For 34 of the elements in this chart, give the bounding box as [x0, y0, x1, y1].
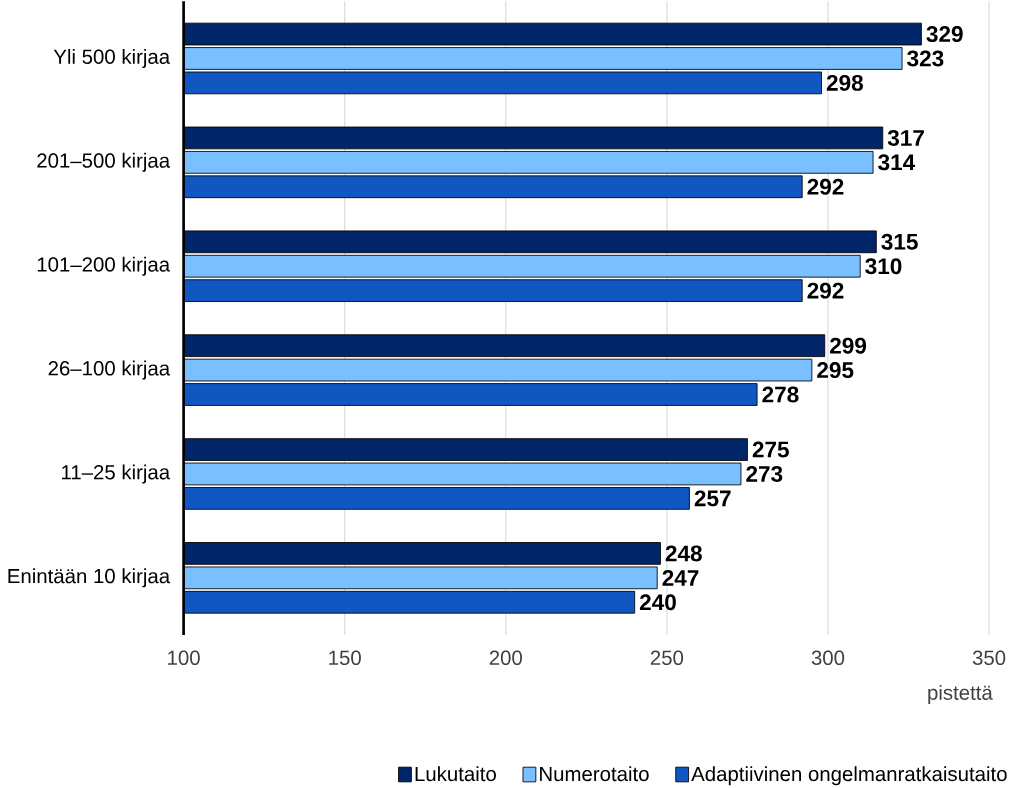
data-label: 314 [878, 154, 916, 171]
data-label: 292 [807, 282, 844, 299]
y-tick-label: 101–200 kirjaa [37, 256, 171, 276]
data-label: 315 [881, 233, 918, 250]
y-tick-label: 11–25 kirjaa [62, 464, 171, 484]
x-tick-label: 250 [650, 650, 684, 665]
legend-label: Adaptiivinen ongelmanratkaisutaito [691, 766, 1007, 786]
data-label: 295 [817, 361, 854, 378]
data-label: 310 [865, 258, 902, 275]
y-tick-label: Yli 500 kirjaa [53, 48, 171, 68]
data-label: 247 [662, 569, 699, 586]
x-tick-label: 100 [168, 650, 200, 665]
y-tick-label: 201–500 kirjaa [37, 152, 171, 172]
x-tick-label: 300 [811, 650, 845, 665]
x-tick-label: 350 [972, 650, 1006, 665]
data-label: 323 [907, 50, 944, 67]
y-tick-label: 26–100 kirjaa [48, 360, 171, 380]
data-label: 292 [807, 178, 844, 195]
data-label: 298 [826, 74, 863, 91]
data-label: 273 [746, 465, 783, 482]
legend-label: Lukutaito [415, 766, 496, 782]
data-label: 248 [665, 545, 702, 562]
data-label: 299 [830, 337, 867, 354]
x-axis-title: pistettä [928, 684, 993, 704]
data-label: 317 [887, 129, 924, 146]
data-label: 275 [752, 441, 789, 458]
data-label: 278 [762, 386, 799, 403]
x-tick-label: 150 [329, 650, 361, 665]
data-label: 240 [639, 594, 676, 611]
x-tick-label: 200 [489, 650, 522, 665]
y-tick-label: Enintään 10 kirjaa [8, 568, 171, 588]
data-label: 329 [926, 25, 963, 42]
data-label: 257 [694, 490, 731, 507]
legend-label: Numerotaito [540, 766, 649, 782]
